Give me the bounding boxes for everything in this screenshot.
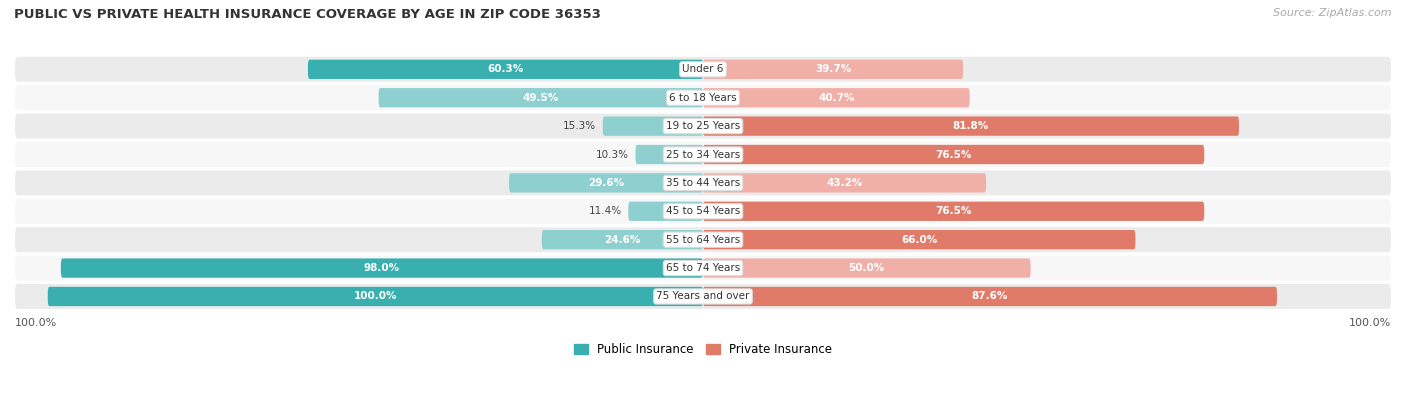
Text: 45 to 54 Years: 45 to 54 Years (666, 206, 740, 216)
FancyBboxPatch shape (15, 114, 1391, 139)
FancyBboxPatch shape (541, 230, 703, 249)
Text: 55 to 64 Years: 55 to 64 Years (666, 235, 740, 244)
FancyBboxPatch shape (703, 88, 970, 107)
Text: 10.3%: 10.3% (596, 150, 628, 159)
FancyBboxPatch shape (703, 259, 1031, 278)
Text: 76.5%: 76.5% (935, 150, 972, 159)
FancyBboxPatch shape (703, 287, 1277, 306)
FancyBboxPatch shape (703, 230, 1136, 249)
FancyBboxPatch shape (603, 116, 703, 136)
Text: 40.7%: 40.7% (818, 93, 855, 103)
Text: 50.0%: 50.0% (849, 263, 884, 273)
FancyBboxPatch shape (15, 57, 1391, 82)
FancyBboxPatch shape (636, 145, 703, 164)
FancyBboxPatch shape (15, 142, 1391, 167)
Text: 60.3%: 60.3% (488, 64, 523, 74)
Text: 98.0%: 98.0% (364, 263, 399, 273)
Text: 11.4%: 11.4% (589, 206, 621, 216)
Text: 100.0%: 100.0% (15, 318, 58, 328)
Text: 87.6%: 87.6% (972, 292, 1008, 301)
Text: 29.6%: 29.6% (588, 178, 624, 188)
Text: 66.0%: 66.0% (901, 235, 938, 244)
Text: 49.5%: 49.5% (523, 93, 560, 103)
FancyBboxPatch shape (15, 256, 1391, 280)
Text: 43.2%: 43.2% (827, 178, 863, 188)
FancyBboxPatch shape (15, 85, 1391, 110)
Text: 19 to 25 Years: 19 to 25 Years (666, 121, 740, 131)
FancyBboxPatch shape (15, 199, 1391, 224)
Text: 24.6%: 24.6% (605, 235, 641, 244)
FancyBboxPatch shape (60, 259, 703, 278)
Text: 39.7%: 39.7% (815, 64, 851, 74)
FancyBboxPatch shape (703, 60, 963, 79)
Text: 25 to 34 Years: 25 to 34 Years (666, 150, 740, 159)
FancyBboxPatch shape (628, 202, 703, 221)
FancyBboxPatch shape (703, 202, 1205, 221)
Text: Source: ZipAtlas.com: Source: ZipAtlas.com (1274, 8, 1392, 18)
Text: 35 to 44 Years: 35 to 44 Years (666, 178, 740, 188)
Text: Under 6: Under 6 (682, 64, 724, 74)
FancyBboxPatch shape (378, 88, 703, 107)
FancyBboxPatch shape (48, 287, 703, 306)
FancyBboxPatch shape (15, 284, 1391, 309)
Legend: Public Insurance, Private Insurance: Public Insurance, Private Insurance (569, 338, 837, 361)
Text: 100.0%: 100.0% (354, 292, 396, 301)
Text: 65 to 74 Years: 65 to 74 Years (666, 263, 740, 273)
FancyBboxPatch shape (15, 171, 1391, 195)
FancyBboxPatch shape (15, 227, 1391, 252)
FancyBboxPatch shape (308, 60, 703, 79)
FancyBboxPatch shape (509, 173, 703, 192)
Text: 6 to 18 Years: 6 to 18 Years (669, 93, 737, 103)
Text: 15.3%: 15.3% (562, 121, 596, 131)
Text: 81.8%: 81.8% (953, 121, 988, 131)
Text: 75 Years and over: 75 Years and over (657, 292, 749, 301)
FancyBboxPatch shape (703, 173, 986, 192)
Text: PUBLIC VS PRIVATE HEALTH INSURANCE COVERAGE BY AGE IN ZIP CODE 36353: PUBLIC VS PRIVATE HEALTH INSURANCE COVER… (14, 8, 600, 21)
FancyBboxPatch shape (703, 116, 1239, 136)
Text: 100.0%: 100.0% (1348, 318, 1391, 328)
FancyBboxPatch shape (703, 145, 1205, 164)
Text: 76.5%: 76.5% (935, 206, 972, 216)
